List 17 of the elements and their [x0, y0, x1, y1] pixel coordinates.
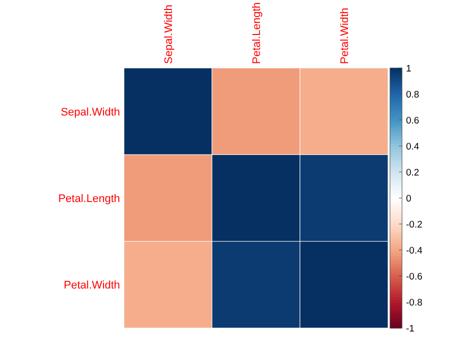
color-bar-label: 0.4	[406, 142, 420, 152]
color-bar-label: 0.2	[406, 168, 420, 178]
color-bar-label: 0.8	[406, 90, 420, 100]
x-tick-label: Petal.Width	[339, 8, 351, 64]
y-tick-label: Petal.Width	[64, 280, 120, 292]
y-tick-label: Petal.Length	[58, 193, 120, 205]
color-bar-label: -0.4	[406, 246, 422, 256]
color-bar-label: -0.6	[406, 272, 422, 282]
color-bar-label: -0.2	[406, 220, 422, 230]
color-bar-label: 0	[406, 194, 412, 204]
color-bar-label: -0.8	[406, 298, 422, 308]
color-bar-label: 1	[406, 64, 412, 74]
color-bar-label: -1	[406, 324, 414, 334]
y-tick-label: Sepal.Width	[60, 106, 120, 118]
color-bar-label: 0.6	[406, 116, 420, 126]
x-tick-label: Petal.Length	[251, 2, 263, 64]
x-tick-label: Sepal.Width	[163, 4, 175, 64]
